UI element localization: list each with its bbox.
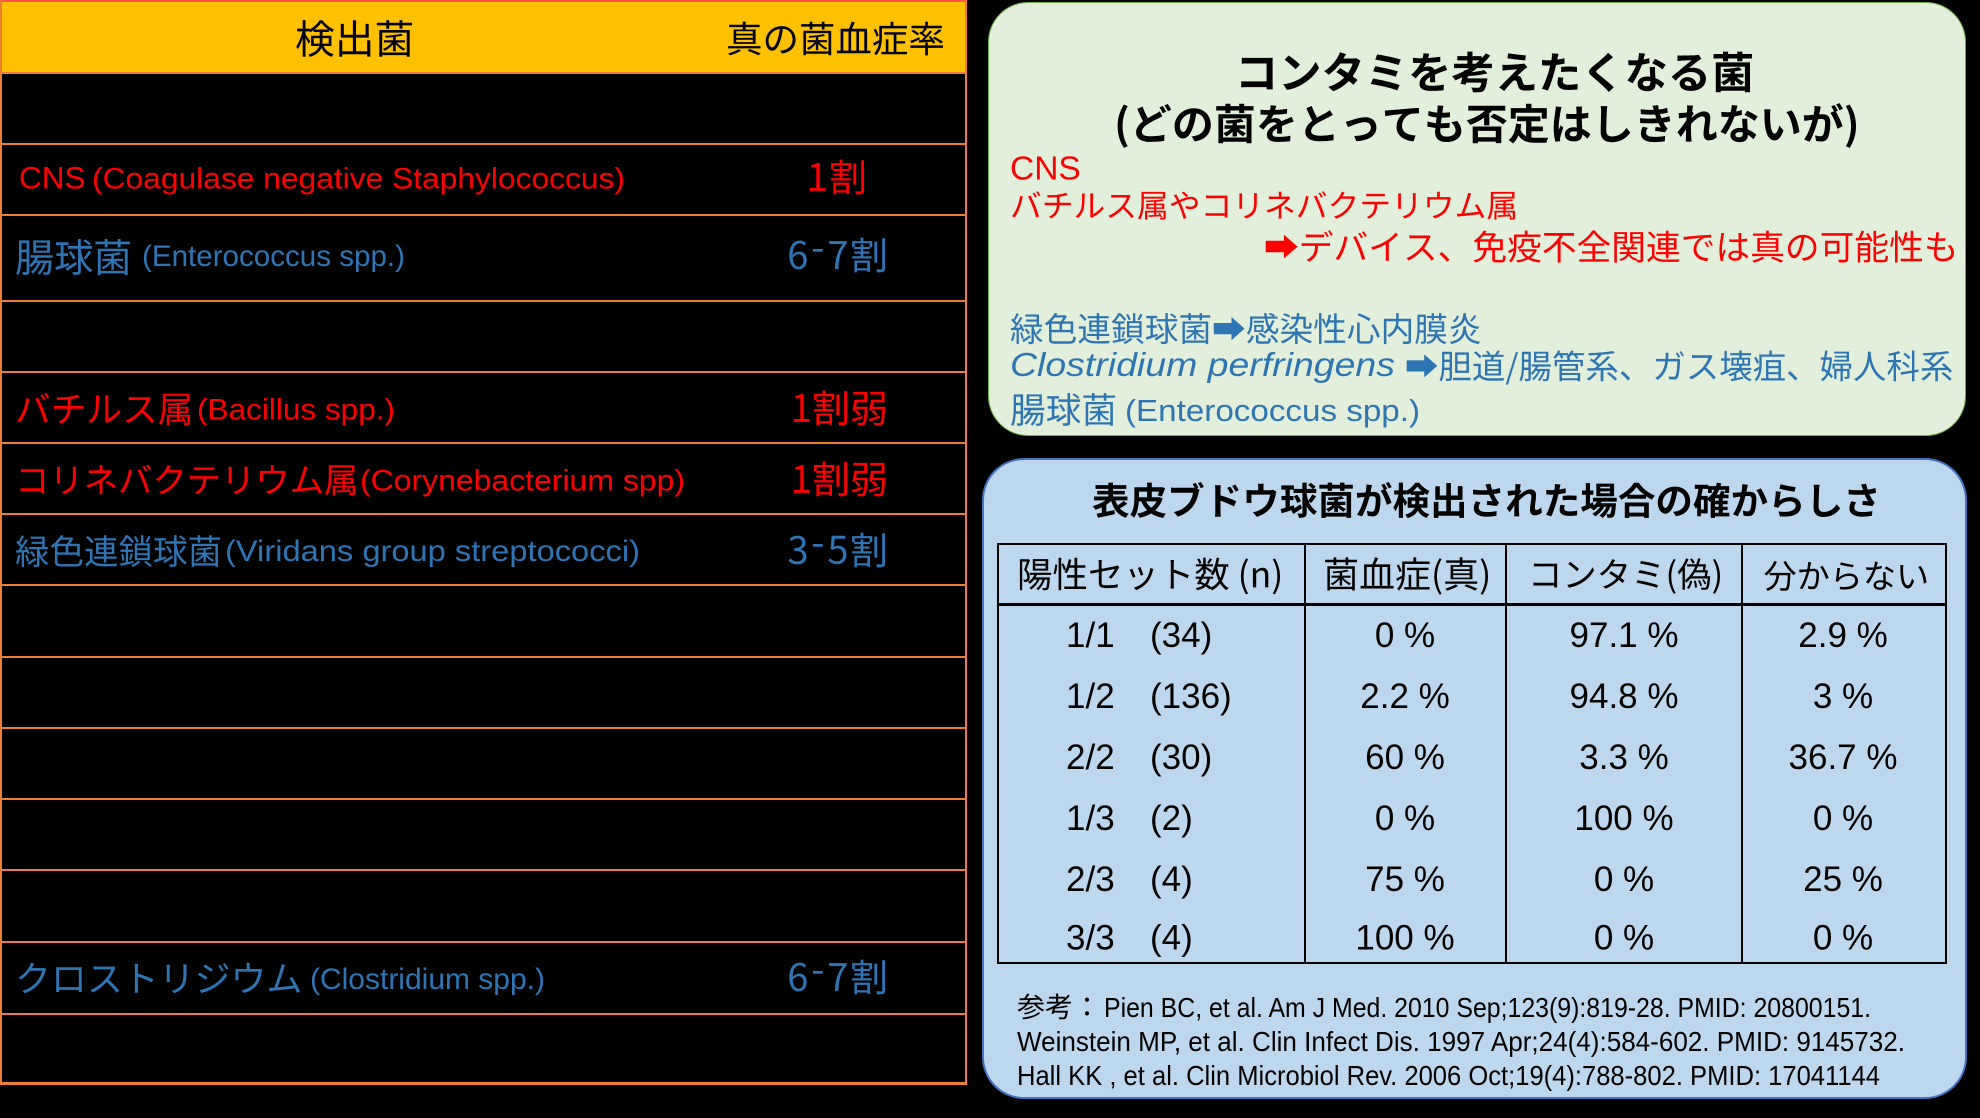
svg-text:CNS: CNS [1010,151,1081,188]
svg-text:(Clostridium spp.): (Clostridium spp.) [310,963,545,996]
svg-text:3.3 %: 3.3 % [1579,738,1669,777]
svg-text:(Corynebacterium spp): (Corynebacterium spp) [360,465,685,498]
svg-text:(Enterococcus spp.): (Enterococcus spp.) [1125,393,1420,428]
svg-text:(30): (30) [1150,738,1212,777]
svg-text:0 %: 0 % [1594,919,1654,958]
svg-text:100 %: 100 % [1574,799,1673,838]
svg-text:1/1: 1/1 [1066,616,1115,655]
svg-text:97.1 %: 97.1 % [1570,616,1679,655]
svg-text:3/3: 3/3 [1066,919,1115,958]
svg-text:36.7 %: 36.7 % [1789,738,1898,777]
svg-text:1/3: 1/3 [1066,799,1115,838]
svg-text:(2): (2) [1150,799,1193,838]
svg-text:(Viridans group streptococci): (Viridans group streptococci) [225,535,640,568]
svg-text:Pien BC, et al. Am J Med. 2010: Pien BC, et al. Am J Med. 2010 Sep;123(9… [1104,992,1871,1023]
svg-text:75 %: 75 % [1365,860,1445,899]
svg-text:(34): (34) [1150,616,1212,655]
svg-text:0 %: 0 % [1375,799,1435,838]
svg-text:0 %: 0 % [1594,860,1654,899]
svg-text:2.9 %: 2.9 % [1798,616,1888,655]
svg-text:(Enterococcus spp.): (Enterococcus spp.) [142,240,405,273]
svg-text:0 %: 0 % [1813,799,1873,838]
svg-text:0 %: 0 % [1375,616,1435,655]
svg-text:Hall KK , et al. Clin Microbio: Hall KK , et al. Clin Microbiol Rev. 200… [1017,1060,1880,1091]
svg-text:25 %: 25 % [1803,860,1883,899]
svg-text:94.8 %: 94.8 % [1570,677,1679,716]
svg-text:2/3: 2/3 [1066,860,1115,899]
svg-text:3 %: 3 % [1813,677,1873,716]
svg-text:(136): (136) [1150,677,1232,716]
svg-text:100 %: 100 % [1355,919,1454,958]
svg-text:(4): (4) [1150,919,1193,958]
svg-text:60 %: 60 % [1365,738,1445,777]
svg-text:2.2 %: 2.2 % [1360,677,1450,716]
svg-text:CNS: CNS [19,160,86,196]
svg-text:(Bacillus spp.): (Bacillus spp.) [197,394,395,427]
svg-text:1/2: 1/2 [1066,677,1115,716]
svg-text:2/2: 2/2 [1066,738,1115,777]
svg-text:Weinstein MP, et al. Clin Infe: Weinstein MP, et al. Clin Infect Dis. 19… [1017,1026,1905,1057]
svg-text:0 %: 0 % [1813,919,1873,958]
svg-text:(Coagulase negative Staphyloco: (Coagulase negative Staphylococcus) [92,163,625,196]
svg-text:(4): (4) [1150,860,1193,899]
svg-text:Clostridium perfringens: Clostridium perfringens [1010,346,1395,383]
